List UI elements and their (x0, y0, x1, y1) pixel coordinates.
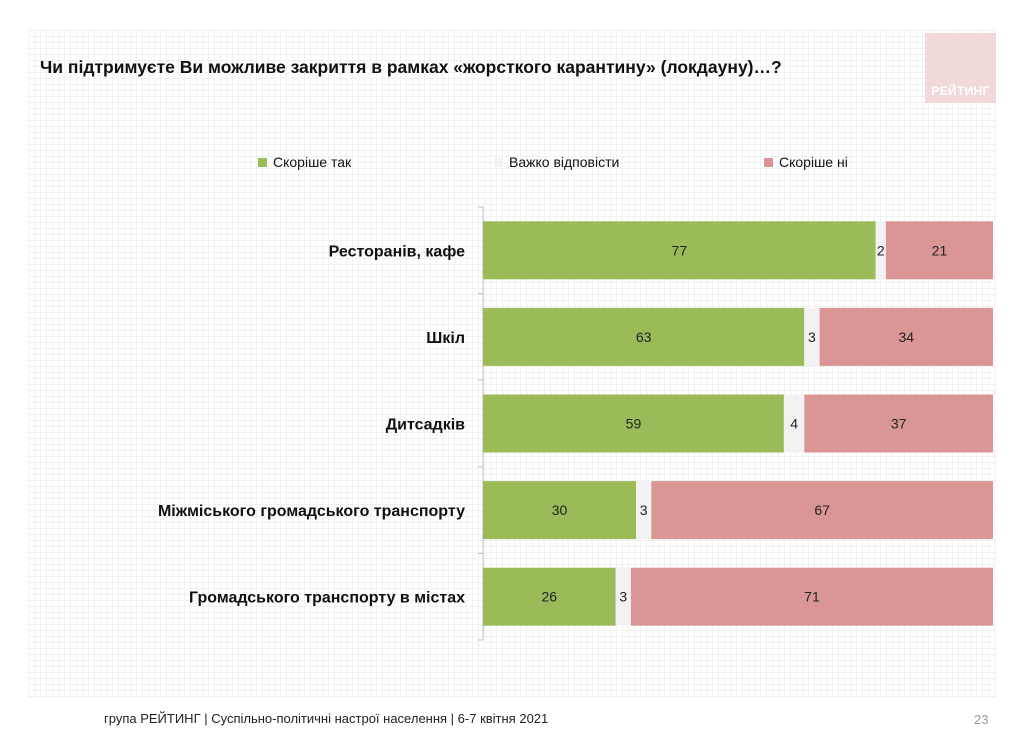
data-label-no: 21 (932, 242, 948, 258)
bar-hard (636, 481, 652, 540)
footer-text: група РЕЙТИНГ | Суспільно-політичні наст… (104, 711, 549, 726)
bar-yes (483, 481, 636, 540)
legend-item-hard: Важко відповісти (494, 154, 619, 170)
bar-yes (483, 221, 876, 280)
logo-text: РЕЙТИНГ (931, 84, 990, 98)
bar-hard (804, 307, 820, 366)
data-label-no: 67 (814, 502, 830, 518)
bar-yes (483, 567, 616, 626)
bar-no (819, 307, 993, 366)
data-label-no: 71 (804, 589, 820, 605)
legend-swatch-yes (258, 157, 267, 167)
page-number: 23 (974, 712, 989, 727)
category-label: Шкіл (426, 330, 465, 347)
data-label-hard: 4 (790, 416, 798, 432)
category-label: Громадського транспорту в містах (189, 590, 465, 607)
data-label-yes: 26 (542, 589, 558, 605)
data-label-hard: 3 (640, 502, 648, 518)
bar-hard (615, 567, 631, 626)
bar-no (804, 394, 993, 453)
data-label-yes: 59 (626, 416, 642, 432)
bar-yes (483, 394, 784, 453)
bar-yes (483, 307, 805, 366)
data-label-hard: 2 (877, 242, 885, 258)
data-label-yes: 77 (672, 242, 688, 258)
data-label-hard: 3 (619, 589, 627, 605)
data-label-hard: 3 (808, 329, 816, 345)
legend-label-yes: Скоріше так (273, 154, 352, 170)
category-label: Ресторанів, кафе (329, 243, 465, 260)
data-label-no: 34 (899, 329, 915, 345)
legend-label-hard: Важко відповісти (509, 154, 620, 170)
bar-hard (783, 394, 805, 453)
category-label: Міжміського громадського транспорту (158, 503, 465, 520)
category-label: Дитсадків (386, 417, 465, 434)
bar-hard (875, 221, 886, 280)
chart-title: Чи підтримуєте Ви можливе закриття в рам… (40, 57, 782, 77)
legend-swatch-no (764, 157, 773, 167)
legend-item-yes: Скоріше так (258, 154, 351, 170)
logo: РЕЙТИНГ (925, 33, 996, 103)
bar-no (630, 567, 993, 626)
data-label-yes: 63 (636, 329, 652, 345)
legend-label-no: Скоріше ні (779, 154, 848, 170)
bar-no (651, 481, 993, 540)
legend-item-no: Скоріше ні (764, 154, 848, 170)
bar-no (885, 221, 993, 280)
legend-swatch-hard (494, 157, 503, 167)
data-label-yes: 30 (552, 502, 568, 518)
data-label-no: 37 (891, 416, 907, 432)
